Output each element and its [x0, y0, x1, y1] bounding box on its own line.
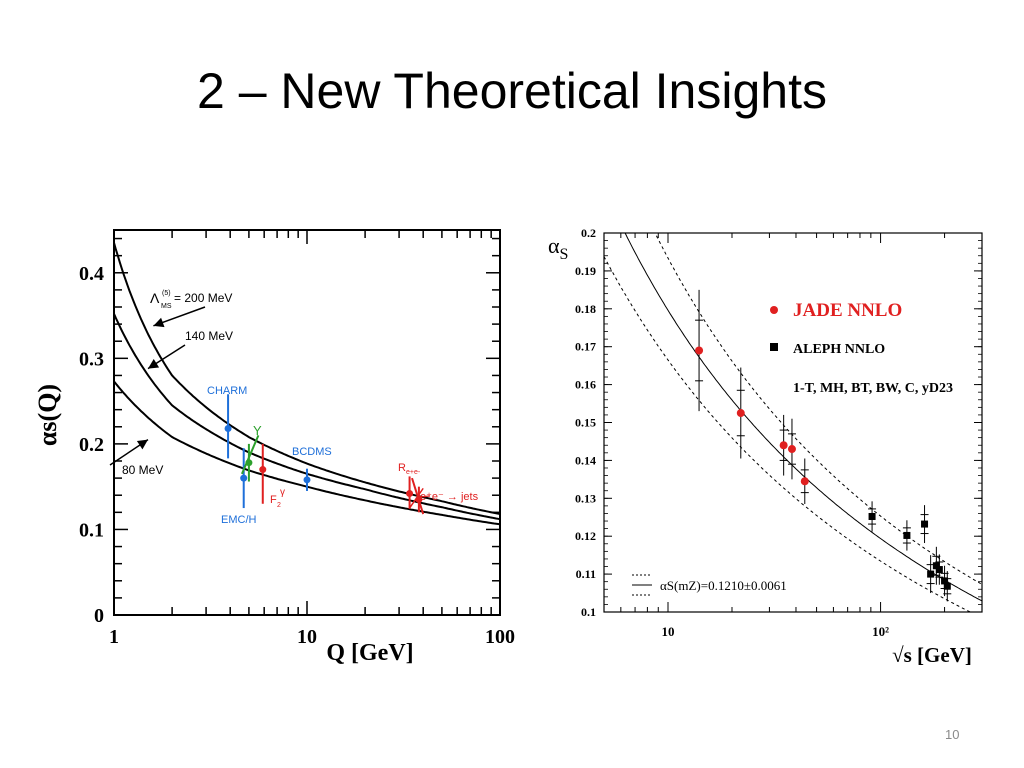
right-ytick-label: 0.12 [575, 529, 596, 543]
left-xtick-label: 1 [109, 626, 119, 648]
jade-point-2 [779, 441, 788, 450]
right-ytick-label: 0.13 [575, 491, 596, 505]
left-point-4 [303, 476, 311, 484]
left-point-3 [240, 474, 248, 482]
arrow-80mev-head [136, 439, 148, 450]
jade-point-1 [736, 409, 745, 418]
aleph-point-2 [921, 520, 929, 528]
legend-observables: 1-T, MH, BT, BW, C, yD23 [793, 381, 953, 396]
label-emc: EMC/H [221, 514, 257, 526]
left-ylabel: αs(Q) [33, 384, 62, 446]
label-140mev: 140 MeV [185, 329, 233, 343]
fit-legend-label: αS(mZ)=0.1210±0.0061 [660, 578, 787, 593]
fit-legend: αS(mZ)=0.1210±0.0061 [632, 574, 787, 596]
left-annotation-arrows [109, 306, 431, 498]
left-ytick-label: 0.2 [79, 434, 104, 456]
svg-text:(5): (5) [162, 290, 171, 297]
right-ytick-label: 0.17 [575, 340, 596, 354]
left-point-0 [224, 424, 232, 432]
right-axis-ticks: 0.1 0.11 0.12 0.13 0.14 0.15 0.16 0.17 0.18 0.19 0… [575, 226, 983, 639]
label-ree: R e+e- [398, 462, 421, 476]
jade-point-0 [695, 346, 704, 355]
aleph-point-0 [868, 512, 876, 520]
right-ylabel: αS [548, 233, 568, 263]
left-curve-0 [113, 242, 501, 515]
left-xtick-label: 100 [485, 626, 515, 648]
left-point-5 [406, 490, 414, 498]
left-ytick-label: 0 [94, 605, 104, 627]
left-upsilon-mark [240, 434, 260, 475]
svg-text:MS: MS [161, 303, 172, 310]
right-ytick-label: 0.1 [581, 605, 596, 619]
right-fit-curves [604, 233, 982, 612]
label-80mev: 80 MeV [122, 463, 163, 477]
legend-aleph-label: ALEPH NNLO [793, 342, 885, 357]
page-number: 10 [945, 727, 960, 742]
jade-point-3 [787, 445, 796, 454]
aleph-point-6 [941, 577, 949, 585]
right-frame-rect [603, 232, 983, 613]
aleph-point-1 [903, 531, 911, 539]
svg-text:e+e-: e+e- [406, 469, 421, 476]
arrow-200mev-head [153, 317, 165, 328]
arrow-140mev-head [147, 359, 160, 369]
right-data-points [695, 289, 952, 602]
left-xtick-label: 10 [297, 626, 317, 648]
left-ree-mark2 [408, 487, 424, 509]
label-upsilon: Y [253, 423, 262, 438]
legend-aleph-marker [770, 343, 778, 351]
left-plot-frame [113, 229, 501, 616]
right-ytick-label: 0.15 [575, 416, 596, 430]
right-xtick-label: 10 [661, 624, 674, 639]
slide-title: 2 – New Theoretical Insights [197, 63, 827, 119]
right-fit-lower [604, 256, 972, 612]
left-chart: 1 10 100 0 0.1 0.2 0.3 0.4 Q [GeV] αs(Q) Λ (5) … [33, 229, 515, 666]
legend: JADE NNLO ALEPH NNLO 1-T, MH, BT, BW, C,… [770, 300, 953, 396]
svg-text:2: 2 [277, 502, 281, 509]
right-chart: 0.1 0.11 0.12 0.13 0.14 0.15 0.16 0.17 0.18 0.19 0… [548, 226, 983, 667]
label-f2gamma: F 2 γ [270, 487, 285, 509]
arrow-jets [418, 495, 431, 498]
right-fit-upper [654, 233, 982, 585]
right-ytick-label: 0.18 [575, 302, 596, 316]
label-bcdms: BCDMS [292, 446, 332, 458]
left-xlabel: Q [GeV] [326, 640, 413, 666]
left-ytick-label: 0.3 [79, 348, 104, 370]
label-charm: CHARM [207, 385, 247, 397]
right-ytick-label: 0.16 [575, 378, 596, 392]
svg-text:R: R [398, 462, 406, 474]
svg-text:γ: γ [280, 487, 285, 498]
svg-text:Λ: Λ [150, 290, 160, 306]
left-point-2 [259, 466, 267, 474]
right-ytick-label: 0.19 [575, 264, 596, 278]
aleph-point-3 [927, 570, 935, 578]
svg-text:F: F [270, 494, 277, 506]
svg-text:= 200 MeV: = 200 MeV [174, 291, 232, 305]
aleph-point-7 [943, 582, 951, 590]
right-fit-central [624, 233, 982, 602]
label-jets: e⁺e⁻ → jets [420, 491, 479, 503]
left-ytick-label: 0.4 [79, 263, 104, 285]
left-ytick-label: 0.1 [79, 519, 104, 541]
label-200mev: Λ (5) MS = 200 MeV [150, 290, 232, 310]
right-ytick-label: 0.11 [576, 567, 596, 581]
right-ytick-label: 0.2 [581, 226, 596, 240]
right-ytick-label: 0.14 [575, 453, 596, 467]
right-xtick-label: 10² [872, 624, 889, 639]
aleph-point-4 [932, 562, 940, 570]
left-frame-rect [113, 229, 501, 616]
right-xlabel: √s [GeV] [892, 643, 972, 667]
legend-jade-marker [770, 306, 778, 314]
aleph-point-5 [935, 566, 943, 574]
left-axis-ticks: 1 10 100 0 0.1 0.2 0.3 0.4 [79, 230, 515, 648]
svg-text:αS: αS [548, 233, 568, 263]
left-data-points [224, 394, 425, 515]
right-plot-frame [603, 232, 983, 613]
legend-jade-label: JADE NNLO [793, 300, 902, 321]
jade-point-4 [800, 477, 809, 486]
